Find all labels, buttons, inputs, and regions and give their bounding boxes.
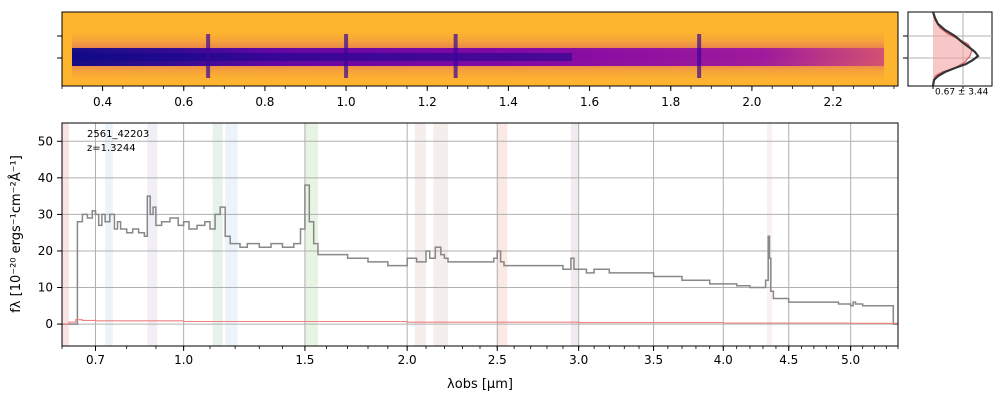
x-tick-label: 0.7 bbox=[86, 353, 105, 367]
y-axis-label: fλ [10⁻²⁰ ergs⁻¹cm⁻²Å⁻¹] bbox=[8, 155, 24, 313]
x-tick-label: 2.5 bbox=[488, 353, 507, 367]
profile-panel-frame bbox=[907, 11, 993, 87]
spectrum-2d-emission-line bbox=[697, 34, 702, 78]
y-tick-label: 50 bbox=[38, 134, 53, 148]
spectrum-2d-emission-line bbox=[453, 34, 458, 78]
y-tick-label: 30 bbox=[38, 207, 53, 221]
y-tick-label: 0 bbox=[45, 317, 53, 331]
line-bands bbox=[62, 123, 773, 346]
y-tick-label: 40 bbox=[38, 171, 53, 185]
top-x-tick-label: 0.4 bbox=[93, 95, 112, 109]
series-layer bbox=[62, 184, 898, 325]
line-band bbox=[414, 123, 427, 346]
spectrum-2d-frame bbox=[61, 11, 899, 87]
x-tick-label: 4.5 bbox=[779, 353, 798, 367]
line-band bbox=[433, 123, 449, 346]
x-tick-label: 3.0 bbox=[569, 353, 588, 367]
line-band bbox=[570, 123, 579, 346]
top-x-tick-label: 2.0 bbox=[742, 95, 761, 109]
line-band bbox=[225, 123, 238, 346]
line-band bbox=[147, 123, 158, 346]
x-axis-label: λobs [μm] bbox=[447, 377, 513, 392]
x-tick-label: 3.5 bbox=[644, 353, 663, 367]
top-x-tick-label: 0.6 bbox=[174, 95, 193, 109]
top-x-tick-label: 2.2 bbox=[824, 95, 843, 109]
x-tick-label: 4.0 bbox=[714, 353, 733, 367]
spectrum-1d-panel: 0.7 1.0 1.5 2.0 2.5 3.0 3.5 4.0 4.5 5.0 0 10 20 30 40… bbox=[8, 122, 899, 392]
x-tick-label: 1.5 bbox=[295, 353, 314, 367]
x-axis: 0.7 1.0 1.5 2.0 2.5 3.0 3.5 4.0 4.5 5.0 bbox=[61, 346, 899, 367]
model-series-line bbox=[62, 319, 898, 325]
line-band bbox=[497, 123, 508, 346]
line-band bbox=[105, 123, 113, 346]
plot-area bbox=[62, 123, 898, 346]
spectrum-2d-x-axis: 0.4 0.6 0.8 1.0 1.2 1.4 1.6 1.8 2.0 2.2 bbox=[61, 86, 895, 109]
line-band bbox=[212, 123, 223, 346]
profile-label: 0.67 ± 3.44 bbox=[935, 88, 989, 98]
spectrum-2d-emission-line bbox=[344, 34, 349, 78]
redshift-label: z=1.3244 bbox=[87, 143, 136, 154]
spectrum-2d-emission-lines bbox=[206, 34, 702, 78]
top-x-tick-label: 1.2 bbox=[418, 95, 437, 109]
profile-panel: 0.67 ± 3.44 bbox=[903, 11, 993, 98]
y-axis: 0 10 20 30 40 50 bbox=[38, 134, 62, 331]
y-tick-label: 10 bbox=[38, 281, 53, 295]
x-tick-label: 1.0 bbox=[174, 353, 193, 367]
top-x-tick-label: 0.8 bbox=[255, 95, 274, 109]
object-id-label: 2561_42203 bbox=[87, 129, 149, 140]
top-x-tick-label: 1.8 bbox=[661, 95, 680, 109]
spectrum-2d-panel: 0.4 0.6 0.8 1.0 1.2 1.4 1.6 1.8 2.0 2.2 bbox=[57, 11, 899, 109]
top-x-tick-label: 1.4 bbox=[499, 95, 518, 109]
spectrum-2d-trace-core bbox=[72, 53, 572, 61]
line-band bbox=[766, 123, 773, 346]
x-tick-label: 2.0 bbox=[398, 353, 417, 367]
spectrum-2d-left-ticks bbox=[57, 35, 62, 59]
y-tick-label: 20 bbox=[38, 244, 53, 258]
spectrum-2d-emission-line bbox=[206, 34, 211, 78]
profile-data-line bbox=[931, 11, 980, 87]
x-tick-label: 5.0 bbox=[841, 353, 860, 367]
line-band bbox=[62, 123, 69, 346]
top-x-tick-label: 1.0 bbox=[337, 95, 356, 109]
line-band bbox=[304, 123, 319, 346]
top-x-tick-label: 1.6 bbox=[580, 95, 599, 109]
flux-series-line bbox=[62, 184, 898, 325]
